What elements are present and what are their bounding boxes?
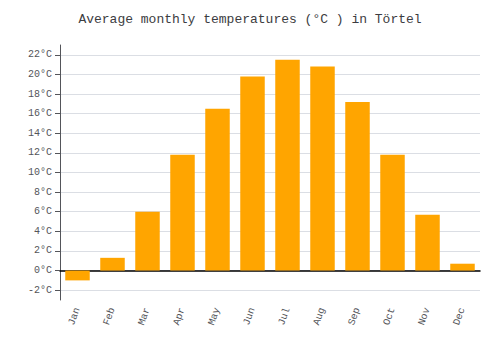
svg-text:-2°C: -2°C bbox=[28, 285, 52, 296]
svg-text:8°C: 8°C bbox=[34, 187, 52, 198]
svg-text:22°C: 22°C bbox=[28, 49, 52, 60]
svg-text:Feb: Feb bbox=[101, 306, 117, 327]
svg-text:Oct: Oct bbox=[381, 306, 397, 327]
svg-text:Apr: Apr bbox=[171, 306, 187, 327]
svg-text:16°C: 16°C bbox=[28, 108, 52, 119]
svg-text:4°C: 4°C bbox=[34, 226, 52, 237]
svg-text:12°C: 12°C bbox=[28, 147, 52, 158]
svg-text:10°C: 10°C bbox=[28, 167, 52, 178]
svg-text:Average monthly temperatures (: Average monthly temperatures (°C ) in Tö… bbox=[78, 12, 421, 27]
svg-text:18°C: 18°C bbox=[28, 89, 52, 100]
svg-text:Nov: Nov bbox=[416, 306, 432, 327]
svg-text:Mar: Mar bbox=[136, 306, 152, 327]
svg-text:Aug: Aug bbox=[311, 306, 327, 327]
svg-text:6°C: 6°C bbox=[34, 206, 52, 217]
svg-text:Dec: Dec bbox=[451, 306, 467, 327]
svg-text:Sep: Sep bbox=[346, 306, 362, 327]
svg-text:14°C: 14°C bbox=[28, 128, 52, 139]
svg-text:20°C: 20°C bbox=[28, 69, 52, 80]
svg-text:0°C: 0°C bbox=[34, 265, 52, 276]
svg-text:2°C: 2°C bbox=[34, 245, 52, 256]
svg-text:Jul: Jul bbox=[276, 306, 292, 327]
svg-text:Jun: Jun bbox=[241, 306, 257, 327]
svg-text:Jan: Jan bbox=[66, 306, 82, 327]
svg-text:May: May bbox=[206, 306, 222, 327]
